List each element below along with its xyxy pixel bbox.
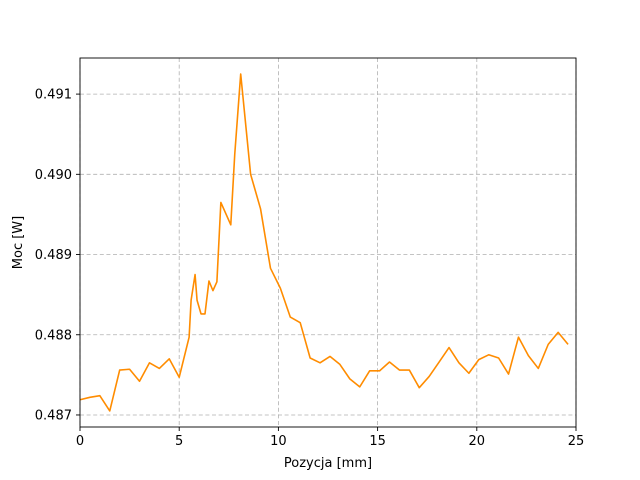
x-tick-label: 10: [270, 434, 287, 449]
y-tick-label: 0.488: [35, 328, 72, 343]
x-tick-label: 25: [568, 434, 585, 449]
series-layer: [79, 73, 569, 412]
x-tick-label: 15: [369, 434, 386, 449]
y-tick-label: 0.491: [35, 88, 72, 103]
plot-frame: [79, 57, 577, 428]
x-axis-ticks: 0 5 10 15 20 25: [76, 427, 584, 449]
series-line: [79, 73, 569, 412]
y-tick-label: 0.487: [35, 408, 72, 423]
y-gridlines: [80, 93, 576, 416]
x-tick-label: 0: [76, 434, 84, 449]
y-tick-label: 0.489: [35, 248, 72, 263]
y-tick-label: 0.490: [35, 168, 72, 183]
y-axis-label: Moc [W]: [11, 216, 26, 269]
y-axis-ticks: 0.487 0.488 0.489 0.490 0.491: [35, 88, 80, 423]
x-tick-label: 5: [175, 434, 183, 449]
x-axis-label: Pozycja [mm]: [284, 456, 372, 471]
x-tick-label: 20: [469, 434, 486, 449]
